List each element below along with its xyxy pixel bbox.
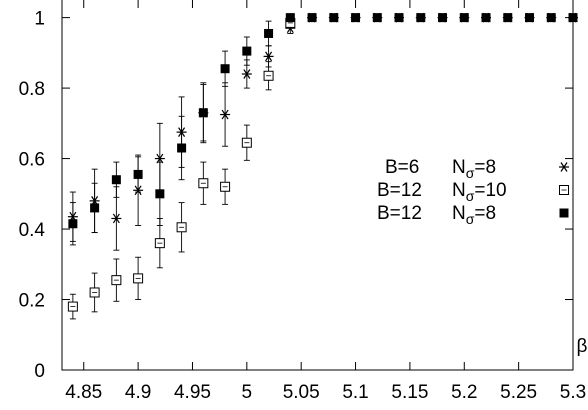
- filled-square-marker: [546, 13, 556, 23]
- star-marker: [111, 213, 122, 224]
- filled-square-marker: [285, 13, 295, 23]
- open-square-marker: [198, 178, 209, 189]
- filled-square-marker: [559, 208, 569, 218]
- filled-square-marker: [264, 28, 274, 38]
- filled-square-marker: [351, 13, 361, 23]
- star-stroke: [243, 69, 251, 79]
- star-marker: [154, 153, 165, 164]
- open-square-marker: [220, 181, 231, 192]
- x-tick-label: 4.95: [174, 382, 211, 403]
- filled-square-marker: [394, 13, 404, 23]
- filled-square-marker: [111, 175, 121, 185]
- plot-frame: [61, 0, 574, 371]
- legend: B=6 Nσ=8B=12 Nσ=10B=12 Nσ=8: [377, 157, 569, 227]
- data-points: [67, 12, 578, 320]
- filled-square-marker: [372, 13, 382, 23]
- y-tick-label: 1: [34, 9, 45, 30]
- open-square-marker: [111, 275, 122, 286]
- filled-square-marker: [177, 143, 187, 153]
- open-square-marker: [176, 222, 187, 233]
- star-stroke: [156, 153, 164, 164]
- ticks: 4.85 4.9 4.95 5 5.05 5.1 5.15 5.2 5.25 5.3 0 0.2 0.4…: [19, 0, 586, 403]
- filled-square-marker: [133, 169, 143, 179]
- open-square-marker: [67, 301, 78, 312]
- y-tick-label: 0: [34, 361, 45, 382]
- y-tick-label: 0.4: [19, 220, 46, 241]
- filled-square-marker: [68, 219, 78, 229]
- filled-square-marker: [503, 13, 513, 23]
- x-tick-label: 5.2: [451, 382, 477, 403]
- x-tick-label: 5.3: [560, 382, 586, 403]
- star-marker: [241, 69, 252, 79]
- star-stroke: [560, 162, 568, 172]
- filled-square-marker: [198, 108, 208, 118]
- open-square-marker: [89, 287, 100, 298]
- x-tick-label: 5: [242, 382, 253, 403]
- x-tick-label: 5.05: [283, 382, 320, 403]
- filled-square-marker: [329, 13, 339, 23]
- star-stroke: [112, 213, 120, 224]
- open-square-marker: [154, 238, 165, 249]
- x-tick-label: 4.9: [125, 382, 151, 403]
- filled-square-marker: [525, 13, 535, 23]
- x-tick-label: 5.25: [500, 382, 537, 403]
- filled-square-marker: [481, 13, 491, 23]
- y-tick-label: 0.2: [19, 291, 45, 312]
- filled-square-marker: [568, 13, 578, 23]
- filled-square-marker: [220, 64, 230, 74]
- y-tick-label: 0.8: [19, 79, 45, 100]
- filled-square-marker: [459, 13, 469, 23]
- open-square-marker: [559, 185, 569, 195]
- star-stroke: [265, 51, 273, 62]
- filled-square-marker: [438, 13, 448, 23]
- open-square-marker: [133, 273, 144, 284]
- filled-square-marker: [155, 189, 165, 199]
- y-tick-label: 0.6: [19, 150, 45, 171]
- star-marker: [263, 51, 274, 62]
- series-3: [68, 13, 578, 246]
- filled-square-marker: [242, 46, 252, 56]
- legend-entry-label: B=6 Nσ=8: [385, 157, 496, 181]
- filled-square-marker: [90, 203, 100, 213]
- star-marker: [559, 162, 569, 172]
- open-square-marker: [263, 70, 274, 81]
- legend-entry-label: B=12 Nσ=10: [377, 180, 507, 204]
- star-stroke: [221, 109, 229, 120]
- filled-square-marker: [307, 13, 317, 23]
- axes: [61, 0, 574, 371]
- open-square-marker: [241, 137, 252, 148]
- series-2: [67, 17, 296, 320]
- filled-square-marker: [416, 13, 426, 23]
- x-tick-label: 5.15: [391, 382, 428, 403]
- series-1: [67, 12, 578, 251]
- star-marker: [220, 109, 231, 120]
- x-tick-label: 5.1: [342, 382, 368, 403]
- x-tick-label: 4.85: [65, 382, 102, 403]
- x-axis-label: β: [577, 336, 588, 357]
- legend-entry-label: B=12 Nσ=8: [377, 203, 496, 227]
